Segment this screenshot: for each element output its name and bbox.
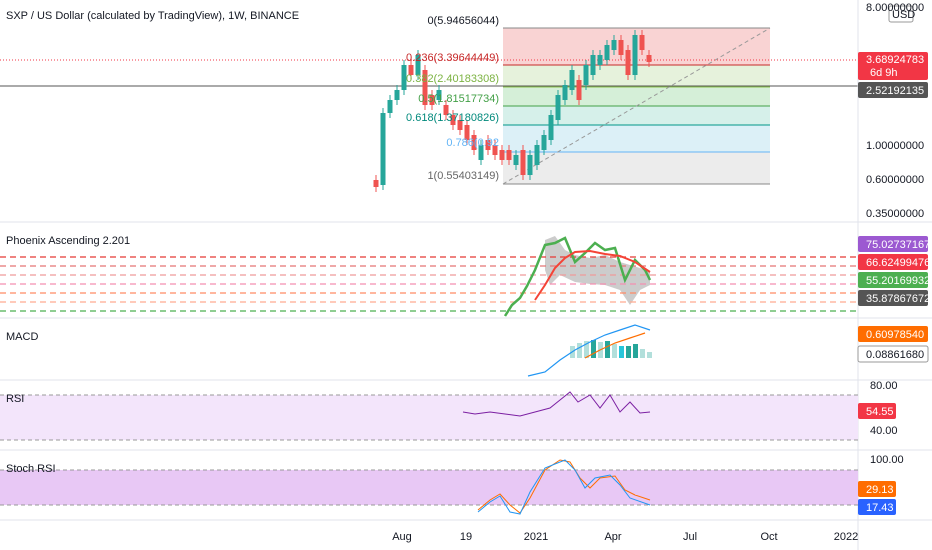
pane-value: 17.43 (866, 502, 894, 514)
candle-body (520, 150, 526, 175)
last-price: 3.68924783 (866, 54, 924, 66)
fib-label: 0.382(2.40183308) (406, 73, 499, 85)
pane-value: 55.20169932 (866, 275, 930, 287)
candle-body (534, 145, 540, 165)
macd-pane (527, 324, 652, 377)
pane-value: 0.60978540 (866, 329, 924, 341)
fib-bands (502, 27, 771, 185)
candle-body (555, 95, 561, 120)
pane-value: 0.08861680 (866, 349, 924, 361)
candle-body (422, 70, 428, 105)
time-tick: Apr (604, 531, 621, 543)
pane-tick: 80.00 (870, 380, 898, 392)
candle-body (576, 80, 582, 100)
price-labels (857, 5, 929, 515)
pane-value: 29.13 (866, 484, 894, 496)
candle-body (436, 90, 442, 100)
price-tick: 0.35000000 (866, 208, 924, 220)
candle-body (499, 150, 505, 160)
price-tick: 0.60000000 (866, 174, 924, 186)
candle-body (457, 120, 463, 130)
candles (373, 30, 652, 192)
currency: USD (892, 9, 915, 21)
candle-body (443, 105, 449, 115)
candle-body (639, 35, 645, 50)
time-tick: Aug (392, 531, 412, 543)
fib-label: 0(5.94656044) (427, 15, 499, 27)
candle-body (604, 45, 610, 60)
candle-body (646, 55, 652, 62)
candle-body (485, 140, 491, 150)
pane-title: RSI (6, 393, 24, 405)
phoenix-pane (0, 236, 858, 317)
candle-body (415, 55, 421, 75)
candle-body (373, 180, 379, 187)
fib-label: 0.236(3.39644449) (406, 52, 499, 64)
candle-body (513, 155, 519, 165)
candle-body (618, 40, 624, 55)
pane-title: Phoenix Ascending 2.201 (6, 235, 130, 247)
pane-value: 75.02737167 (866, 239, 930, 251)
candle-body (625, 50, 631, 75)
candle-body (611, 40, 617, 50)
candle-body (597, 55, 603, 65)
pane-value: 66.62499476 (866, 257, 930, 269)
fib-label: 1(0.55403149) (427, 170, 499, 182)
fib-label: 0.5(1.81517734) (418, 93, 499, 105)
candle-body (492, 145, 498, 155)
fib-label: 0.618(1.37180826) (406, 112, 499, 124)
candle-body (583, 65, 589, 85)
symbol-title: SXP / US Dollar (calculated by TradingVi… (6, 10, 299, 22)
pane-tick: 40.00 (870, 425, 898, 437)
time-tick: 2021 (524, 531, 548, 543)
candle-body (464, 125, 470, 140)
time-tick: 2022 (834, 531, 858, 543)
pane-value: 35.87867672 (866, 293, 930, 305)
pane-value: 54.55 (866, 406, 894, 418)
candle-body (471, 135, 477, 150)
time-tick: 19 (460, 531, 472, 543)
candle-body (401, 65, 407, 90)
candle-body (380, 113, 386, 185)
line-price: 2.52192135 (866, 85, 924, 97)
price-tick: 8.00000000 (866, 2, 924, 14)
rsi-pane (0, 391, 858, 441)
candle-body (478, 145, 484, 160)
pane-title: Stoch RSI (6, 463, 56, 475)
candle-body (394, 90, 400, 100)
candle-body (429, 95, 435, 105)
candle-body (562, 85, 568, 100)
candle-body (548, 115, 554, 140)
time-tick: Oct (760, 531, 777, 543)
candle-body (408, 65, 414, 75)
pane-tick: 100.00 (870, 454, 904, 466)
candle-body (387, 100, 393, 113)
fib-label: 0.786(0.92 (446, 137, 499, 149)
candle-body (541, 135, 547, 150)
time-tick: Jul (683, 531, 697, 543)
stoch-pane (0, 459, 858, 515)
candle-body (632, 35, 638, 75)
price-tick: 1.00000000 (866, 140, 924, 152)
pane-title: MACD (6, 331, 38, 343)
candle-body (569, 70, 575, 90)
countdown: 6d 9h (870, 67, 898, 79)
candle-body (506, 150, 512, 160)
candle-body (527, 155, 533, 175)
candle-body (450, 115, 456, 125)
candle-body (590, 55, 596, 75)
